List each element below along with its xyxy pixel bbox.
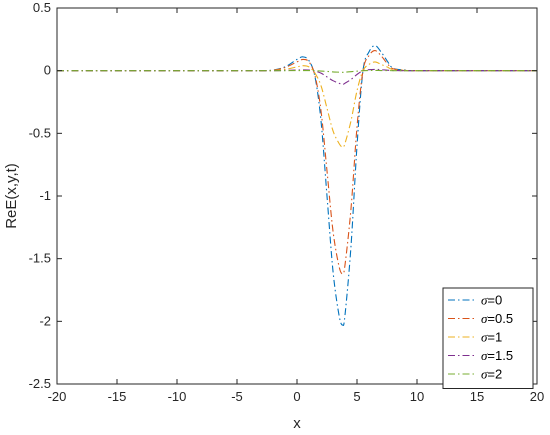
x-tick-label: -20 (48, 389, 67, 404)
x-tick-label: 0 (293, 389, 300, 404)
y-axis: 0.5 0 -0.5 -1 -1.5 -2 -2.5 (29, 0, 537, 391)
series-layer (57, 45, 538, 326)
legend-entry-symbol: σ (481, 348, 488, 363)
legend-entry-symbol: σ (481, 367, 488, 382)
legend-entry-value: =0 (487, 293, 502, 308)
legend-entry-symbol: σ (481, 330, 488, 345)
legend-entry: σ=1.5 (481, 348, 513, 363)
series-line-0 (57, 45, 538, 326)
y-tick-label: -1 (39, 188, 51, 203)
x-tick-label: 5 (353, 389, 360, 404)
x-axis: -20 -15 -10 -5 0 5 10 15 20 (48, 8, 544, 404)
legend: σ=0σ=0.5σ=1σ=1.5σ=2 (442, 287, 534, 389)
legend-entry-symbol: σ (481, 311, 488, 326)
y-tick-label: -2 (39, 313, 51, 328)
legend-entry-value: =0.5 (487, 311, 513, 326)
legend-entry: σ=2 (481, 367, 502, 382)
y-tick-label: -2.5 (29, 376, 51, 391)
legend-box (442, 287, 534, 389)
x-tick-label: 15 (470, 389, 484, 404)
x-tick-label: -10 (168, 389, 187, 404)
y-tick-label: 0 (44, 63, 51, 78)
legend-entry: σ=0.5 (481, 311, 513, 326)
x-tick-label: 10 (410, 389, 424, 404)
y-axis-title: ReE(x,y,t) (3, 163, 20, 229)
legend-entry: σ=0 (481, 293, 502, 308)
y-tick-label: -0.5 (29, 125, 51, 140)
legend-entry-symbol: σ (481, 293, 488, 308)
x-tick-label: -5 (231, 389, 243, 404)
series-line-2 (57, 61, 538, 148)
series-line-1 (57, 50, 538, 275)
x-tick-label: -15 (108, 389, 127, 404)
x-axis-title: x (293, 415, 301, 432)
y-tick-label: 0.5 (33, 0, 51, 15)
legend-entry-value: =2 (487, 367, 502, 382)
x-tick-label: 20 (530, 389, 544, 404)
y-tick-label: -1.5 (29, 251, 51, 266)
legend-entry-value: =1 (487, 330, 502, 345)
legend-entry: σ=1 (481, 330, 502, 345)
series-line-4 (57, 69, 537, 73)
legend-entry-value: =1.5 (487, 348, 513, 363)
